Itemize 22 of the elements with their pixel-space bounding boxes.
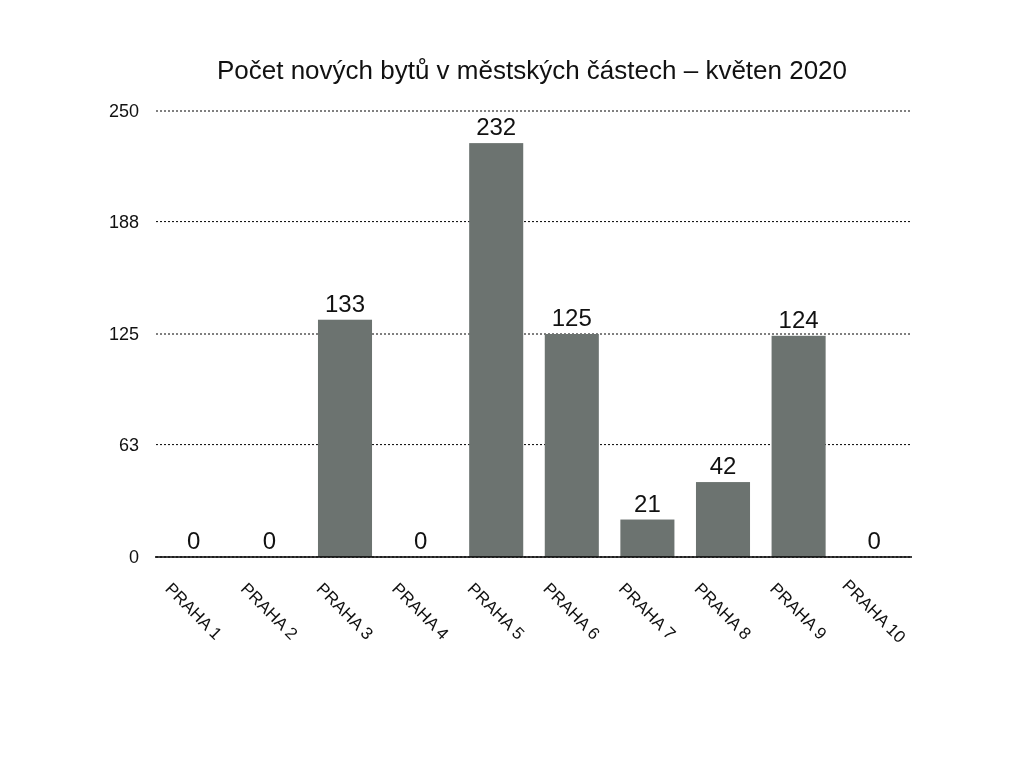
data-label: 125 (551, 304, 592, 331)
bar (469, 143, 524, 557)
data-label: 0 (867, 527, 881, 554)
bar (771, 335, 826, 557)
y-tick-label: 0 (128, 547, 139, 568)
y-tick-label: 63 (118, 434, 139, 455)
bar (695, 482, 751, 557)
data-label: 42 (709, 452, 737, 480)
bar (317, 319, 373, 557)
data-label: 0 (187, 527, 201, 554)
data-label: 124 (778, 305, 819, 333)
bar (544, 334, 599, 557)
chart-title: Počet nových bytů v městských částech – květen 2020 (216, 55, 848, 85)
data-label: 0 (413, 527, 428, 554)
data-label: 21 (634, 489, 661, 517)
y-tick-label: 188 (108, 211, 139, 232)
data-label: 232 (476, 113, 517, 141)
y-tick-label: 250 (108, 101, 139, 122)
bar (620, 519, 675, 557)
data-label: 133 (324, 289, 366, 317)
y-tick-label: 125 (108, 324, 139, 345)
data-label: 0 (262, 527, 277, 554)
